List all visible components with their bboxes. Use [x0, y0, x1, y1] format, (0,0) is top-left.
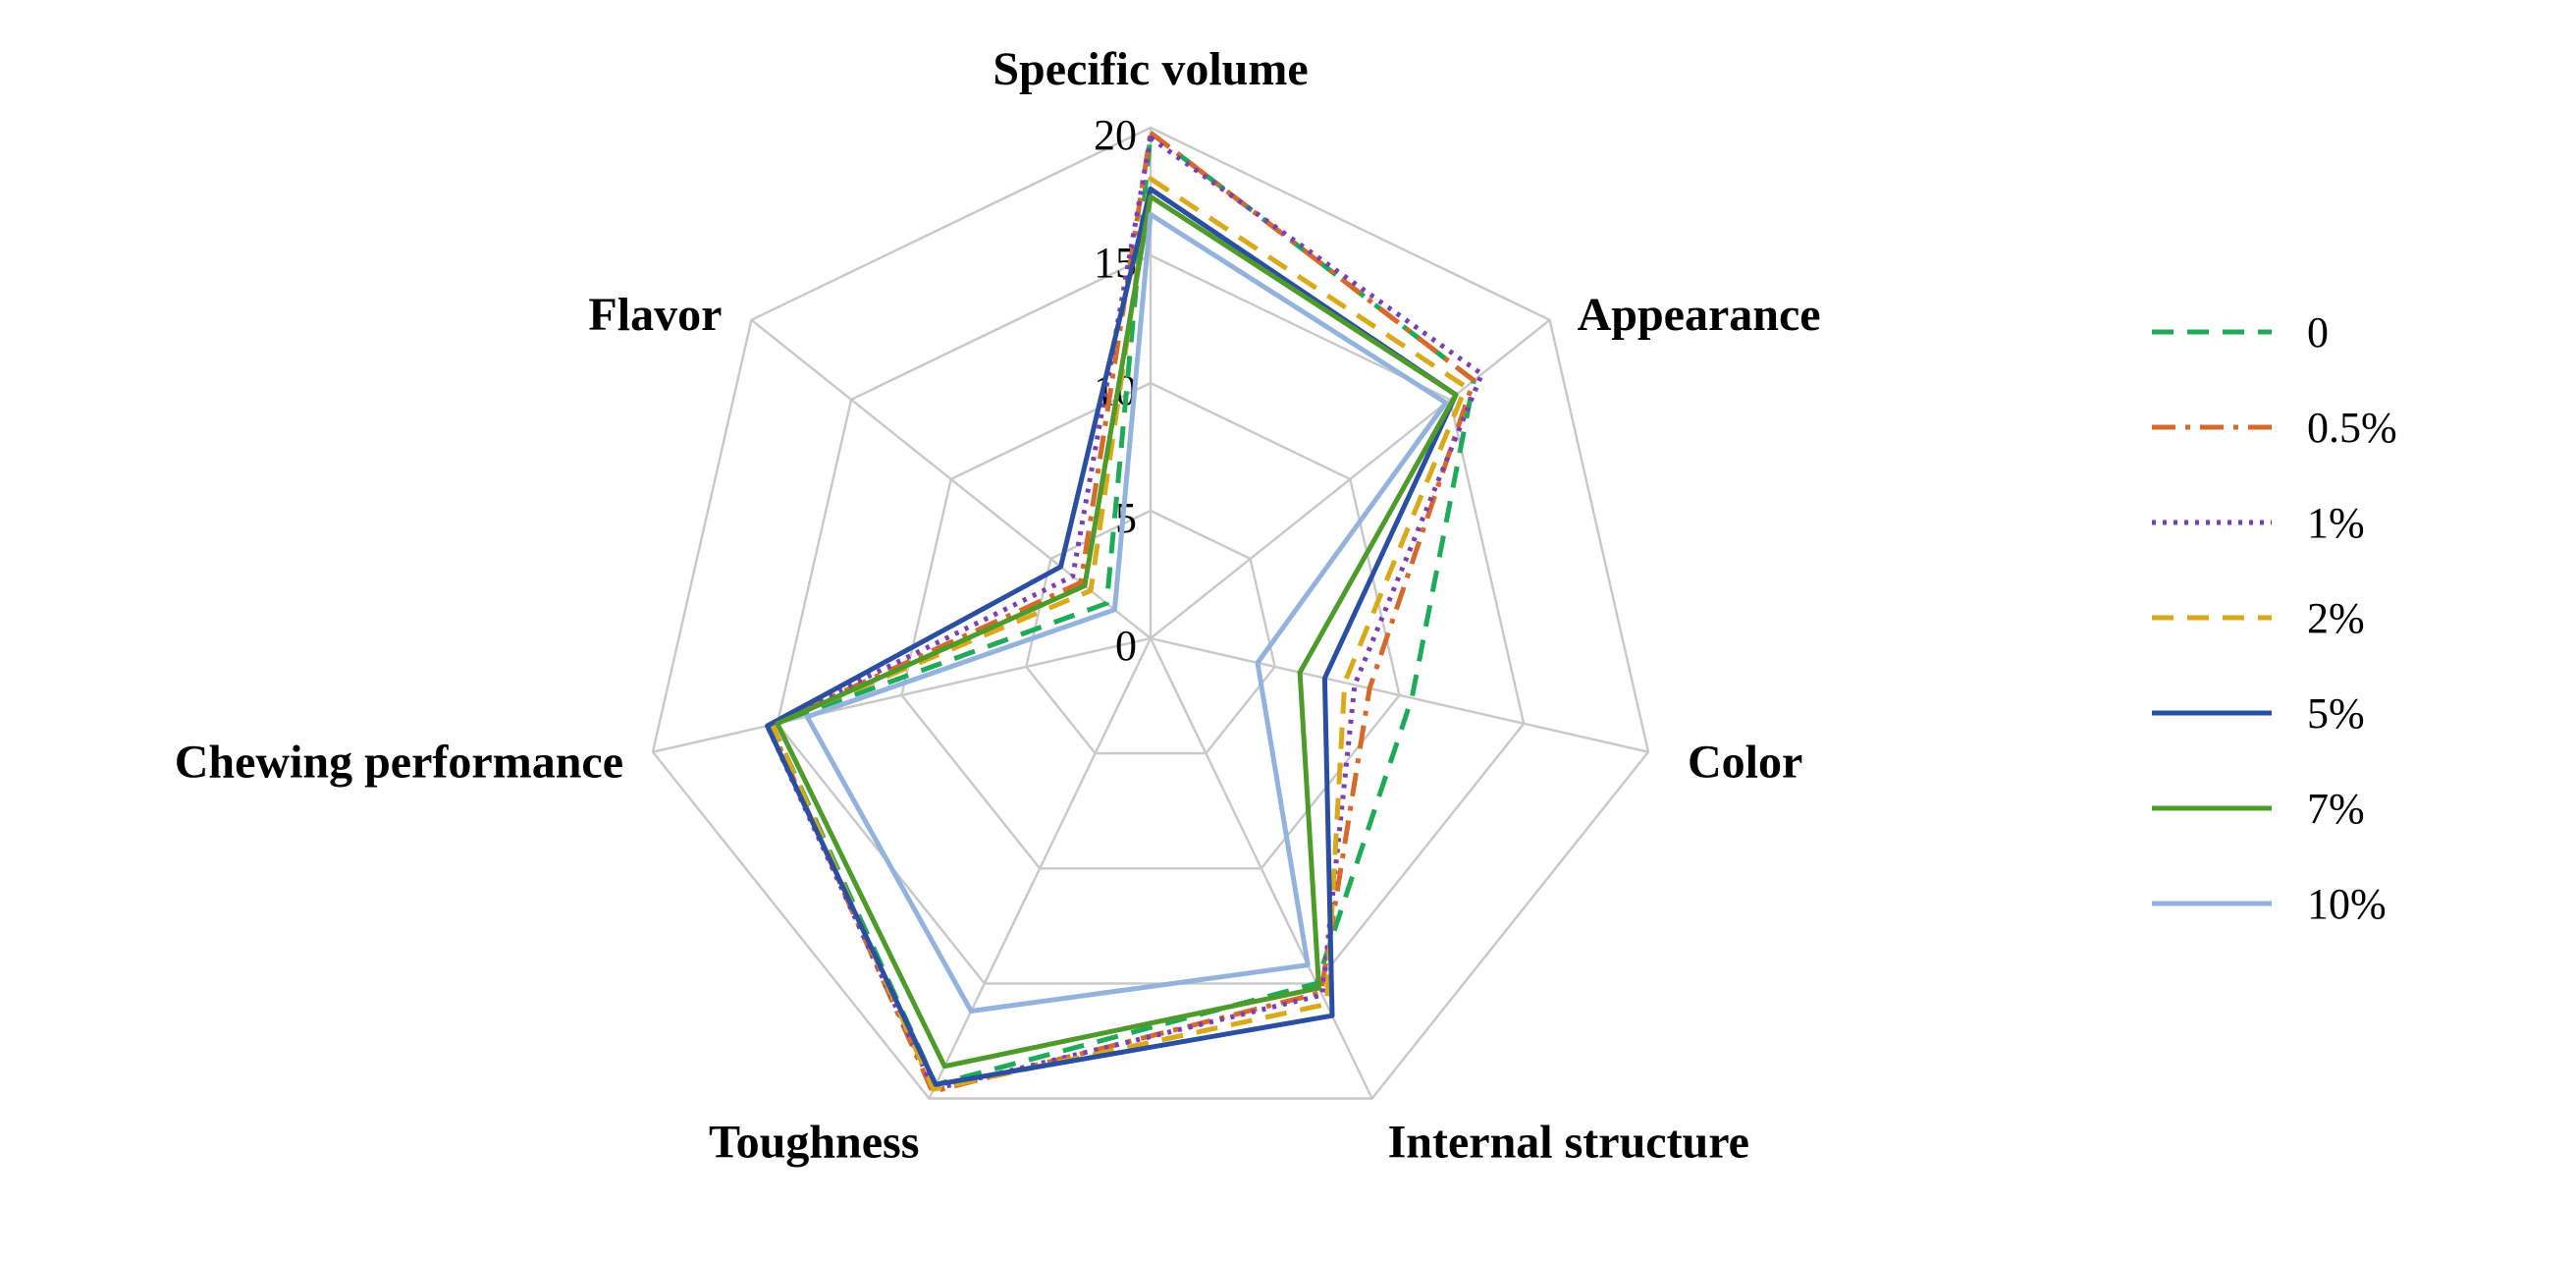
- axis-labels: Specific volume Appearance Color Internal s…: [175, 43, 1821, 1169]
- series-line-3: [770, 176, 1469, 1092]
- series-line-0: [770, 130, 1476, 1087]
- legend-label-6: 10%: [2307, 880, 2387, 928]
- spoke-5: [652, 636, 1152, 753]
- tick-label-0: 0: [1115, 622, 1137, 670]
- axis-label-5: Chewing performance: [175, 737, 623, 789]
- legend-label-3: 2%: [2307, 594, 2365, 642]
- spoke-4: [928, 637, 1153, 1100]
- tick-label-20: 20: [1094, 111, 1137, 159]
- spoke-3: [1149, 637, 1373, 1100]
- legend-label-0: 0: [2307, 308, 2329, 356]
- grid-ring-20: [651, 126, 1650, 1100]
- grid-ring-10: [900, 381, 1401, 870]
- axis-label-4: Toughness: [709, 1117, 919, 1169]
- series-line-5: [775, 193, 1459, 1069]
- axis-label-6: Flavor: [588, 289, 722, 341]
- legend-label-1: 0.5%: [2307, 404, 2397, 452]
- axis-label-1: Appearance: [1578, 289, 1821, 341]
- axis-label-0: Specific volume: [993, 43, 1308, 95]
- series-line-4: [765, 186, 1459, 1087]
- series-line-2: [765, 135, 1484, 1092]
- axis-label-3: Internal structure: [1388, 1117, 1749, 1169]
- series-line-6: [804, 211, 1449, 1014]
- legend-label-4: 5%: [2307, 689, 2365, 738]
- spoke-1: [1150, 318, 1551, 639]
- legend-label-5: 7%: [2307, 785, 2365, 833]
- legend: 0 0.5% 1% 2% 5% 7% 10%: [2152, 308, 2397, 928]
- spoke-2: [1150, 636, 1649, 753]
- grid-ring-15: [776, 253, 1526, 985]
- axis-label-2: Color: [1688, 737, 1802, 789]
- radar-series: [765, 130, 1484, 1094]
- legend-label-2: 1%: [2307, 499, 2365, 547]
